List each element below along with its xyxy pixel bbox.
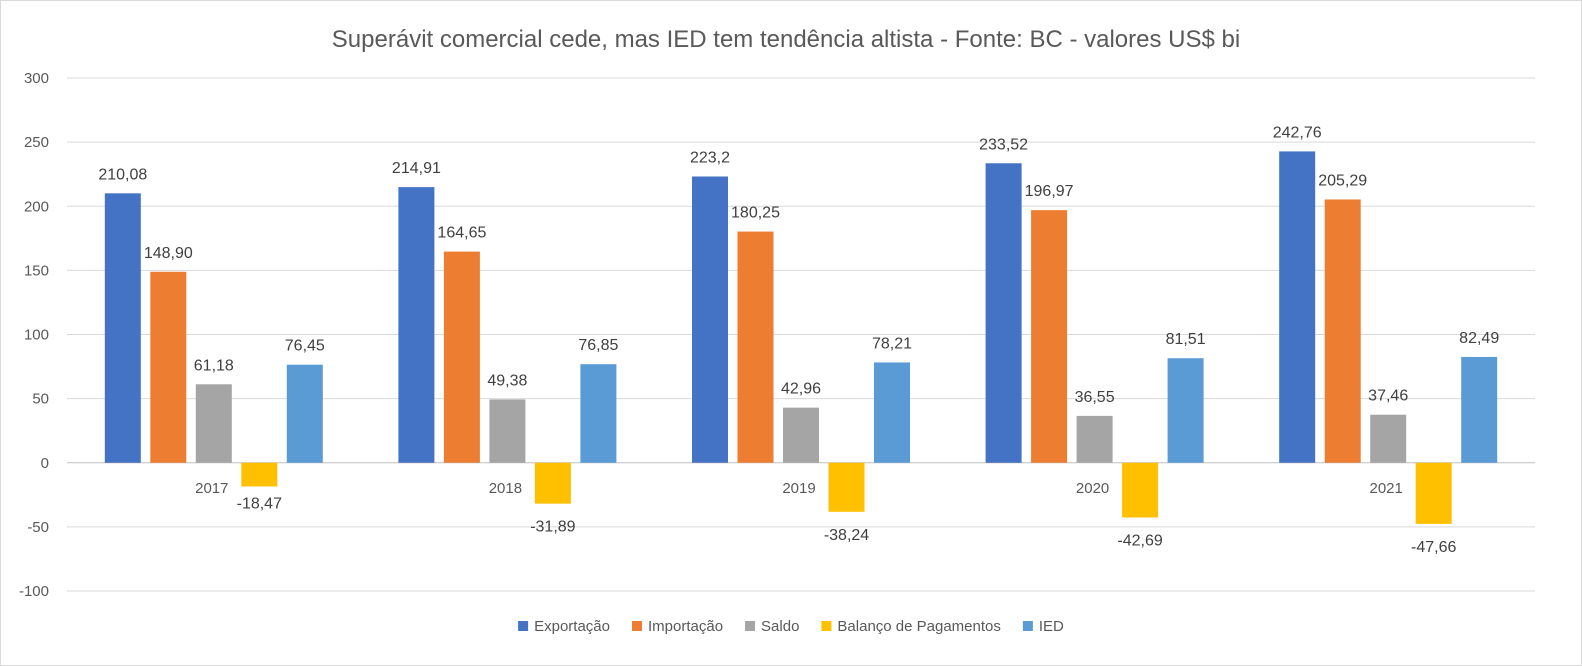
y-tick-label: -50: [27, 519, 49, 536]
legend-swatch: [518, 621, 529, 631]
legend-swatch: [1022, 621, 1033, 631]
y-tick-label: 0: [41, 455, 49, 472]
data-label: 148,90: [144, 245, 193, 262]
bar-exporta-o-2019: [692, 176, 728, 463]
bars: [104, 151, 1498, 524]
legend-label: Exportação: [534, 618, 610, 635]
data-label: 36,55: [1075, 389, 1115, 406]
y-tick-label: 150: [24, 262, 49, 279]
bar-ied-2021: [1461, 356, 1498, 463]
data-label: -42,69: [1117, 532, 1162, 549]
bar-saldo-2021: [1370, 414, 1407, 463]
data-label: 76,45: [285, 338, 325, 355]
data-label: 233,52: [979, 136, 1028, 153]
bar-importa-o-2017: [150, 271, 187, 463]
data-label: 81,51: [1166, 331, 1206, 348]
y-tick-label: 100: [24, 327, 49, 344]
bar-balan-o-de-pagamentos-2018: [534, 462, 571, 504]
data-label: 214,91: [392, 160, 441, 177]
chart-title: Superávit comercial cede, mas IED tem te…: [332, 26, 1240, 53]
bar-exporta-o-2018: [398, 187, 435, 463]
bar-saldo-2018: [489, 399, 526, 463]
bar-importa-o-2018: [443, 251, 480, 463]
x-category-label: 2017: [195, 480, 228, 497]
legend-swatch: [821, 621, 832, 631]
x-axis-categories: 2017 2018 2019 2020 2021: [195, 480, 1403, 497]
data-label: 180,25: [731, 205, 780, 222]
data-label: 223,2: [690, 149, 730, 166]
bar-ied-2017: [286, 364, 323, 463]
y-tick-label: 250: [24, 134, 49, 151]
bar-importa-o-2020: [1031, 210, 1068, 463]
bar-balan-o-de-pagamentos-2017: [241, 462, 278, 487]
bar-balan-o-de-pagamentos-2019: [828, 462, 865, 512]
bar-saldo-2019: [783, 407, 819, 463]
y-tick-label: -100: [19, 583, 49, 600]
data-label: 82,49: [1459, 330, 1499, 347]
data-label: -31,89: [530, 519, 575, 536]
legend: Exportação Importação Saldo Balanço de Paga…: [518, 618, 1064, 635]
bar-balan-o-de-pagamentos-2021: [1415, 462, 1452, 524]
bar-saldo-2020: [1076, 415, 1113, 463]
data-label: -47,66: [1411, 539, 1456, 556]
data-label: -38,24: [824, 527, 869, 544]
bar-ied-2018: [580, 364, 617, 463]
x-category-label: 2021: [1370, 480, 1403, 497]
data-label: 49,38: [487, 372, 527, 389]
legend-label: Balanço de Pagamentos: [837, 618, 1000, 635]
data-label: 164,65: [437, 225, 486, 242]
x-category-label: 2018: [489, 480, 522, 497]
bar-importa-o-2019: [737, 231, 774, 463]
data-label: 76,85: [578, 337, 618, 354]
data-label: -18,47: [237, 495, 282, 512]
x-category-label: 2020: [1076, 480, 1109, 497]
bar-saldo-2017: [195, 384, 232, 463]
bar-importa-o-2021: [1324, 199, 1361, 463]
bar-exporta-o-2017: [104, 193, 141, 463]
y-tick-label: 300: [24, 70, 49, 87]
data-label: 210,08: [98, 166, 147, 183]
legend-label: Saldo: [761, 618, 799, 635]
bar-ied-2019: [874, 362, 910, 463]
legend-swatch: [745, 621, 756, 631]
bar-exporta-o-2020: [985, 163, 1022, 463]
data-label: 61,18: [194, 357, 234, 374]
bar-balan-o-de-pagamentos-2020: [1122, 462, 1159, 518]
legend-label: IED: [1039, 618, 1064, 635]
data-labels: 210,08 148,90 61,18 -18,47 76,45 214,91 164,65…: [98, 124, 1499, 555]
bar-exporta-o-2021: [1279, 151, 1316, 463]
data-label: 196,97: [1025, 183, 1074, 200]
y-tick-label: 50: [32, 391, 49, 408]
bar-ied-2020: [1167, 358, 1204, 463]
data-label: 42,96: [781, 381, 821, 398]
legend-label: Importação: [648, 618, 723, 635]
data-label: 242,76: [1273, 124, 1322, 141]
y-axis-ticks: -100 -50 0 50 100 150 200 250 300: [19, 70, 49, 600]
x-category-label: 2019: [782, 480, 815, 497]
data-label: 205,29: [1318, 172, 1367, 189]
y-tick-label: 200: [24, 198, 49, 215]
data-label: 78,21: [872, 335, 912, 352]
data-label: 37,46: [1368, 388, 1408, 405]
legend-swatch: [632, 621, 642, 631]
